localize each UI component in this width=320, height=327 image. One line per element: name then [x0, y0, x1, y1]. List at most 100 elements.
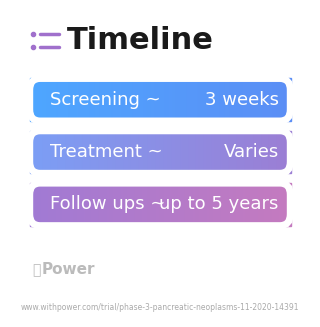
Bar	[84, 78, 86, 121]
Bar	[258, 78, 259, 121]
Bar	[224, 78, 225, 121]
Bar	[246, 183, 248, 226]
Bar	[239, 131, 241, 173]
Bar	[163, 183, 164, 226]
Bar	[78, 78, 79, 121]
Bar	[168, 131, 169, 173]
Bar	[236, 78, 237, 121]
Bar	[61, 131, 63, 173]
Bar	[224, 131, 225, 173]
Bar	[75, 183, 77, 226]
Bar	[121, 131, 123, 173]
Bar	[93, 131, 95, 173]
Bar	[204, 183, 206, 226]
Bar	[79, 131, 81, 173]
Bar	[116, 131, 117, 173]
Bar	[193, 78, 194, 121]
Bar	[171, 183, 172, 226]
Bar	[116, 183, 117, 226]
Bar	[185, 78, 186, 121]
Bar	[277, 131, 279, 173]
Bar	[86, 131, 87, 173]
Bar	[247, 131, 249, 173]
Bar	[138, 131, 140, 173]
Bar	[164, 183, 165, 226]
Bar	[178, 131, 180, 173]
Bar	[285, 183, 287, 226]
Bar	[195, 183, 197, 226]
Bar	[124, 183, 125, 226]
Bar	[198, 131, 199, 173]
Bar	[108, 131, 109, 173]
Bar	[137, 183, 138, 226]
Bar	[99, 78, 100, 121]
Bar	[181, 183, 182, 226]
Bar	[105, 131, 107, 173]
Bar	[40, 78, 42, 121]
Bar	[79, 183, 81, 226]
Bar	[137, 131, 138, 173]
Bar	[238, 131, 240, 173]
Bar	[129, 78, 130, 121]
Bar	[108, 183, 109, 226]
Bar	[32, 131, 34, 173]
Bar	[166, 131, 168, 173]
Text: Follow ups ~: Follow ups ~	[50, 195, 165, 214]
Bar	[187, 78, 189, 121]
Bar	[166, 183, 168, 226]
Bar	[227, 78, 228, 121]
Bar	[275, 183, 276, 226]
Bar	[98, 131, 99, 173]
Bar	[221, 183, 223, 226]
Bar	[127, 78, 129, 121]
Bar	[177, 183, 179, 226]
Bar	[269, 131, 271, 173]
Bar	[82, 183, 84, 226]
Bar	[280, 131, 282, 173]
Bar	[166, 78, 168, 121]
Bar	[54, 131, 56, 173]
Bar	[76, 183, 78, 226]
Bar	[258, 131, 259, 173]
Bar	[39, 183, 40, 226]
Bar	[52, 78, 53, 121]
Bar	[117, 183, 119, 226]
Bar	[30, 183, 31, 226]
Bar	[249, 131, 250, 173]
Bar	[70, 183, 72, 226]
Bar	[69, 183, 70, 226]
Bar	[138, 183, 140, 226]
Bar	[252, 78, 254, 121]
Bar	[100, 131, 102, 173]
Bar	[66, 131, 68, 173]
Bar	[148, 78, 150, 121]
Bar	[109, 131, 111, 173]
Bar	[255, 78, 257, 121]
Bar	[87, 131, 89, 173]
Bar	[230, 131, 232, 173]
Bar	[207, 78, 209, 121]
Bar	[278, 78, 280, 121]
Bar	[140, 78, 142, 121]
Bar	[219, 78, 220, 121]
Bar	[88, 78, 90, 121]
Bar	[252, 131, 254, 173]
Bar	[283, 183, 284, 226]
Bar	[172, 183, 173, 226]
Bar	[64, 131, 65, 173]
Bar	[189, 183, 190, 226]
Bar	[148, 131, 150, 173]
Bar	[215, 78, 216, 121]
Bar	[249, 183, 250, 226]
Bar	[54, 183, 56, 226]
Bar	[268, 78, 270, 121]
Bar	[281, 78, 283, 121]
Bar	[86, 183, 87, 226]
Bar	[51, 183, 52, 226]
Bar	[62, 183, 64, 226]
Bar	[245, 131, 246, 173]
Bar	[191, 131, 193, 173]
Bar	[210, 78, 211, 121]
Bar	[61, 183, 63, 226]
Bar	[271, 183, 272, 226]
